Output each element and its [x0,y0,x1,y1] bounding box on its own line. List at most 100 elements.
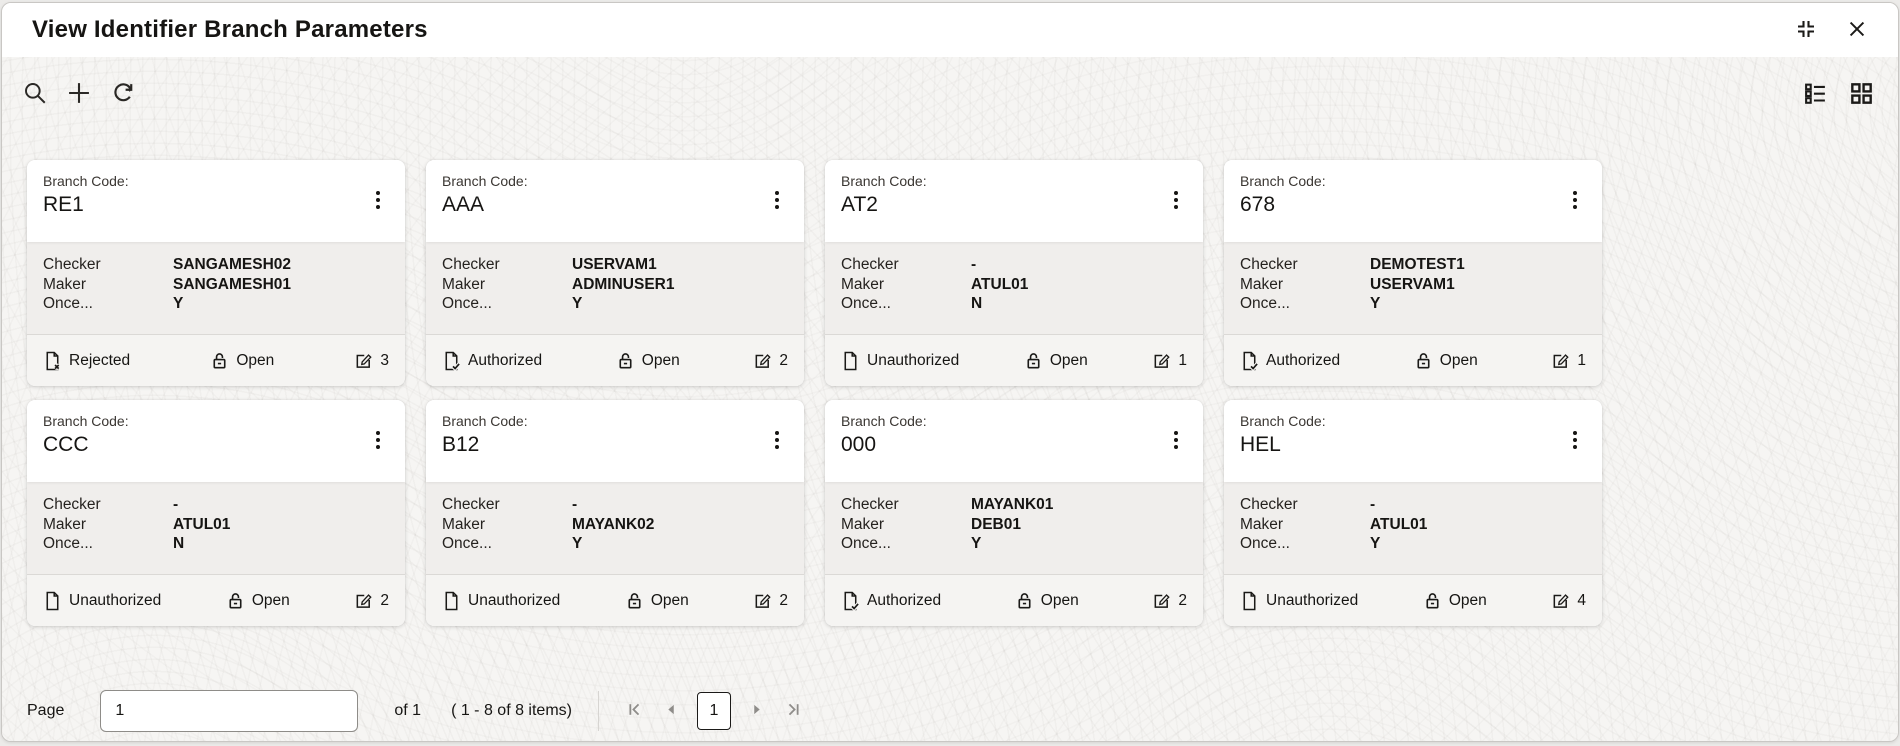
collapse-window-button[interactable] [1792,15,1820,46]
last-page-icon [785,701,802,721]
maker-label: Maker [442,515,486,533]
record-status-text: Open [641,351,680,369]
card-menu-button[interactable] [1161,421,1191,461]
maker-label: Maker [442,275,486,293]
current-page-button[interactable]: 1 [696,692,731,730]
record-status: Open [226,591,290,611]
branch-card[interactable]: Branch Code: 000 Checker Maker Once... M… [825,400,1203,626]
previous-page-button[interactable] [661,699,682,723]
refresh-button[interactable] [108,78,138,111]
edit-icon [1551,351,1570,370]
maker-label: Maker [841,275,885,293]
grid-view-button[interactable] [1847,79,1876,111]
branch-card[interactable]: Branch Code: AT2 Checker Maker Once... -… [825,160,1203,386]
card-menu-button[interactable] [363,421,393,461]
once-label: Once... [1240,295,1290,312]
branch-card[interactable]: Branch Code: HEL Checker Maker Once... -… [1224,400,1602,626]
record-status-text: Open [1439,351,1478,369]
close-window-button[interactable] [1844,16,1870,45]
authorization-status: Unauthorized [1240,591,1358,611]
auth-status-text: Unauthorized [867,351,960,369]
next-page-button[interactable] [746,699,767,723]
branch-card[interactable]: Branch Code: B12 Checker Maker Once... -… [426,400,804,626]
modification-count: 1 [1152,351,1187,370]
branch-code-label: Branch Code: [43,413,129,429]
card-menu-button[interactable] [363,181,393,221]
list-view-button[interactable] [1801,79,1830,111]
checker-value: MAYANK01 [971,496,1054,513]
branch-card[interactable]: Branch Code: RE1 Checker Maker Once... S… [27,160,405,386]
record-status-text: Open [650,591,689,609]
branch-code-label: Branch Code: [1240,173,1326,189]
unauthorized-document-icon [841,351,860,371]
card-header: Branch Code: CCC [27,400,405,482]
page-input[interactable] [100,690,359,732]
first-page-icon [626,701,643,721]
page-label: Page [27,702,65,719]
card-menu-button[interactable] [1161,181,1191,221]
card-status-bar: Authorized Open [825,574,1203,626]
titlebar: View Identifier Branch Parameters [2,3,1898,57]
branch-card[interactable]: Branch Code: 678 Checker Maker Once... D… [1224,160,1602,386]
card-menu-button[interactable] [1560,421,1590,461]
checker-label: Checker [442,496,500,513]
card-menu-button[interactable] [1560,181,1590,221]
content-area: Branch Code: RE1 Checker Maker Once... S… [2,57,1898,741]
card-menu-button[interactable] [762,181,792,221]
card-status-bar: Unauthorized Open [825,334,1203,386]
search-button[interactable] [20,78,50,111]
branch-card[interactable]: Branch Code: AAA Checker Maker Once... U… [426,160,804,386]
card-details: Checker Maker Once... SANGAMESH02 SANGAM… [27,242,405,334]
branch-code-value: 000 [841,433,877,456]
branch-code-value: AAA [442,193,485,216]
branch-code-label: Branch Code: [1240,413,1326,429]
record-status-text: Open [1448,591,1487,609]
checker-value: - [971,256,977,273]
page-title: View Identifier Branch Parameters [32,16,428,43]
once-value: Y [971,535,982,552]
add-button[interactable] [63,77,95,112]
open-lock-icon [616,351,635,371]
card-details: Checker Maker Once... - ATUL01 Y [1224,482,1602,574]
card-header: Branch Code: RE1 [27,160,405,242]
card-status-bar: Unauthorized Open [426,574,804,626]
branch-code-value: RE1 [43,193,84,216]
maker-value: ATUL01 [1370,515,1428,533]
branch-code-label: Branch Code: [43,173,129,189]
unauthorized-document-icon [442,591,461,611]
checker-value: - [572,496,578,513]
authorization-status: Authorized [1240,351,1340,371]
card-details: Checker Maker Once... USERVAM1 ADMINUSER… [426,242,804,334]
maker-value: ATUL01 [173,515,231,533]
modification-count-text: 3 [380,351,389,369]
card-menu-button[interactable] [762,421,792,461]
card-header: Branch Code: AAA [426,160,804,242]
maker-value: DEB01 [971,515,1021,533]
maker-value: ADMINUSER1 [572,275,675,293]
refresh-icon [110,80,136,109]
search-icon [22,80,48,109]
branch-card[interactable]: Branch Code: CCC Checker Maker Once... -… [27,400,405,626]
authorized-document-icon [442,351,461,371]
once-value: N [173,535,185,552]
maker-value: USERVAM1 [1370,275,1455,293]
checker-label: Checker [1240,496,1298,513]
record-status-text: Open [1049,351,1088,369]
authorization-status: Authorized [442,351,542,371]
kebab-menu-icon [1166,187,1186,216]
authorization-status: Unauthorized [43,591,161,611]
auth-status-text: Unauthorized [468,591,561,609]
record-status: Open [616,351,680,371]
rejected-document-icon [43,351,62,371]
card-details: Checker Maker Once... MAYANK01 DEB01 Y [825,482,1203,574]
last-page-button[interactable] [782,698,805,724]
first-page-button[interactable] [623,698,646,724]
modification-count-text: 1 [1577,351,1586,369]
modification-count: 2 [1152,591,1187,610]
edit-icon [1152,351,1171,370]
pagination-divider [597,691,599,731]
pagination-bar: Page of 1 ( 1 - 8 of 8 items) [2,690,1898,732]
branch-code-label: Branch Code: [841,173,927,189]
record-status-text: Open [1040,591,1079,609]
